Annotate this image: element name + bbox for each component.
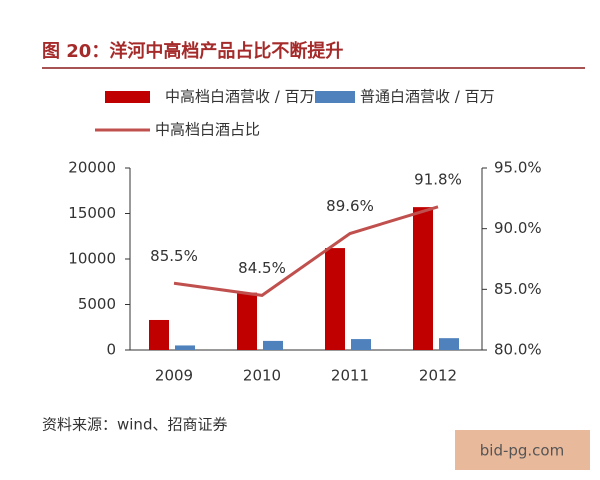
source-note: 资料来源：wind、招商证券 — [42, 416, 227, 434]
data-label: 89.6% — [326, 197, 374, 215]
line — [173, 205, 439, 297]
y2-tick-label: 95.0% — [494, 159, 542, 177]
bar — [175, 345, 195, 350]
y2-tick-label: 80.0% — [494, 341, 542, 359]
legend-label: 中高档白酒占比 — [155, 121, 260, 139]
y-tick-label: 0 — [106, 341, 116, 359]
y-tick-label: 15000 — [68, 204, 116, 222]
y2-tick-label: 85.0% — [494, 280, 542, 298]
legend-swatch — [315, 91, 355, 103]
bar — [149, 319, 169, 350]
watermark: bid-pg.com — [480, 442, 564, 460]
bar — [237, 292, 257, 350]
legend-label: 中高档白酒营收 / 百万 — [165, 88, 315, 106]
x-tick-label: 2010 — [243, 367, 281, 385]
bar — [325, 248, 345, 350]
legend-swatch — [105, 91, 150, 103]
legend-label: 普通白酒营收 / 百万 — [360, 88, 495, 106]
x-tick-label: 2012 — [419, 367, 457, 385]
bar — [413, 207, 433, 350]
bar — [439, 338, 459, 350]
data-label: 84.5% — [238, 259, 286, 277]
chart-title: 图 20：洋河中高档产品占比不断提升 — [42, 40, 343, 62]
y-tick-label: 20000 — [68, 159, 116, 177]
watermark-box — [455, 430, 590, 470]
y2-tick-label: 90.0% — [494, 219, 542, 237]
x-tick-label: 2011 — [331, 367, 369, 385]
y-tick-label: 5000 — [78, 295, 116, 313]
data-label: 91.8% — [414, 170, 462, 188]
data-label: 85.5% — [150, 247, 198, 265]
x-tick-label: 2009 — [155, 367, 193, 385]
bar — [351, 339, 371, 350]
y-tick-label: 10000 — [68, 250, 116, 268]
bar — [263, 340, 283, 350]
